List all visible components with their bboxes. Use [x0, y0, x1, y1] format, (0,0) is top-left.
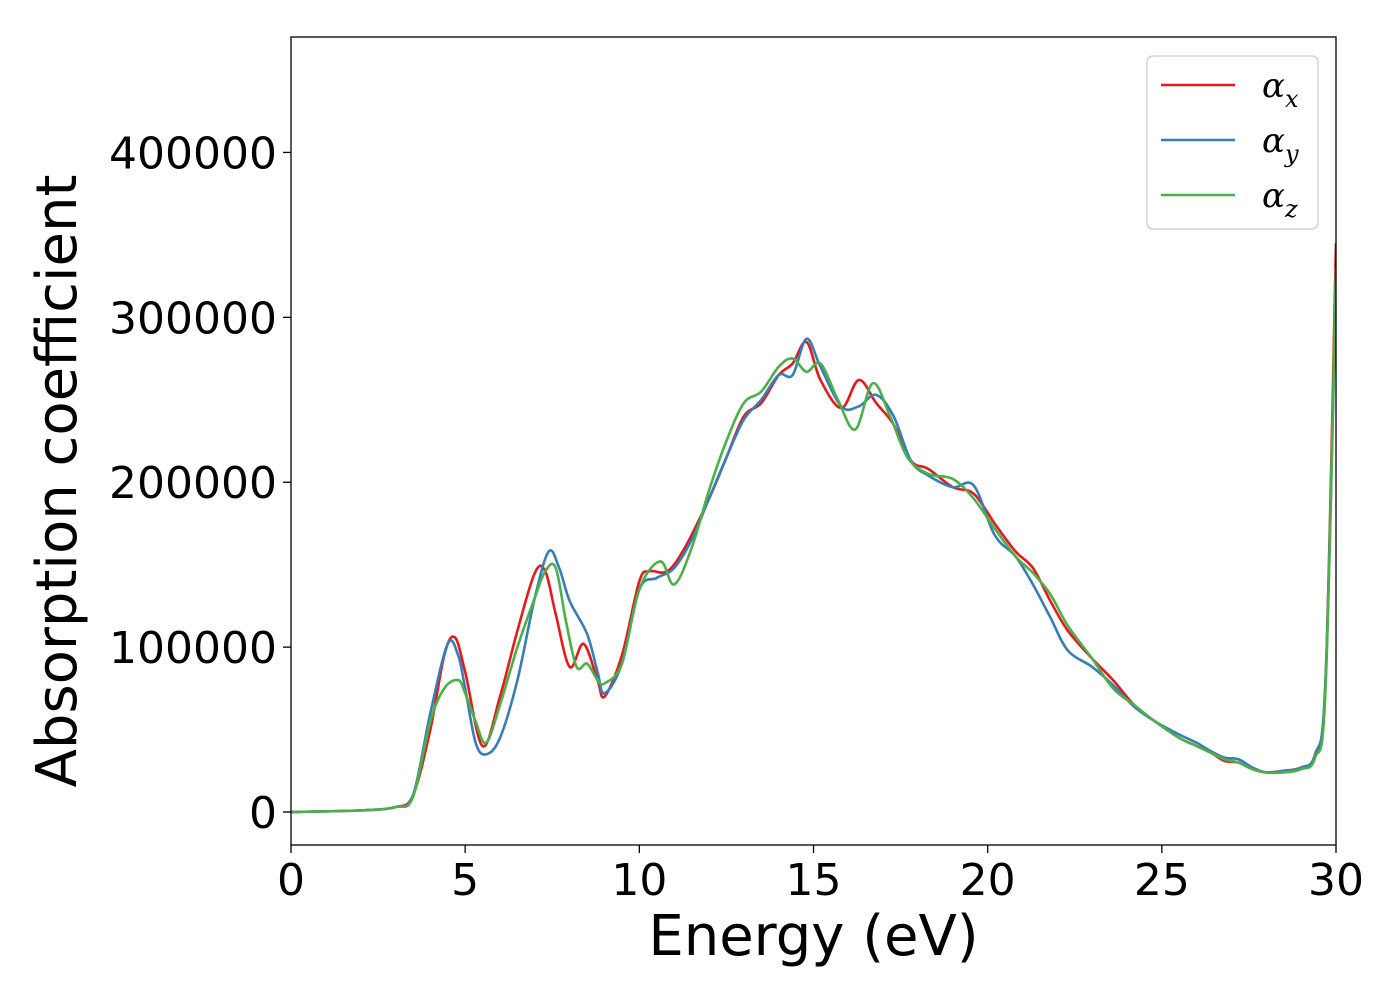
y-axis-label: Absorption coefficient — [25, 175, 90, 788]
legend-label-z: αz — [1262, 176, 1298, 223]
series-layer — [291, 243, 1336, 814]
x-tick-label: 5 — [451, 855, 479, 906]
x-axis-ticks: 0 5 10 15 20 25 30 — [277, 845, 1364, 906]
y-tick-label: 0 — [249, 788, 277, 839]
legend-label-x: αx — [1262, 66, 1299, 113]
y-tick-label: 200000 — [109, 458, 277, 509]
x-axis-label: Energy (eV) — [648, 904, 978, 969]
x-tick-label: 0 — [277, 855, 305, 906]
x-tick-label: 25 — [1134, 855, 1190, 906]
legend-label-y: αy — [1262, 121, 1299, 168]
y-tick-label: 400000 — [109, 128, 277, 179]
legend-box — [1146, 55, 1319, 230]
x-tick-label: 10 — [611, 855, 667, 906]
x-tick-label: 20 — [960, 855, 1016, 906]
x-tick-label: 15 — [786, 855, 842, 906]
y-axis-ticks: 0 100000 200000 300000 400000 — [109, 128, 291, 839]
legend: αx αy αz — [1146, 55, 1319, 230]
series-line-z — [291, 267, 1336, 814]
series-line-x — [291, 243, 1336, 814]
series-line-y — [291, 284, 1336, 814]
y-tick-label: 300000 — [109, 293, 277, 344]
x-tick-label: 30 — [1308, 855, 1364, 906]
y-tick-label: 100000 — [109, 623, 277, 674]
